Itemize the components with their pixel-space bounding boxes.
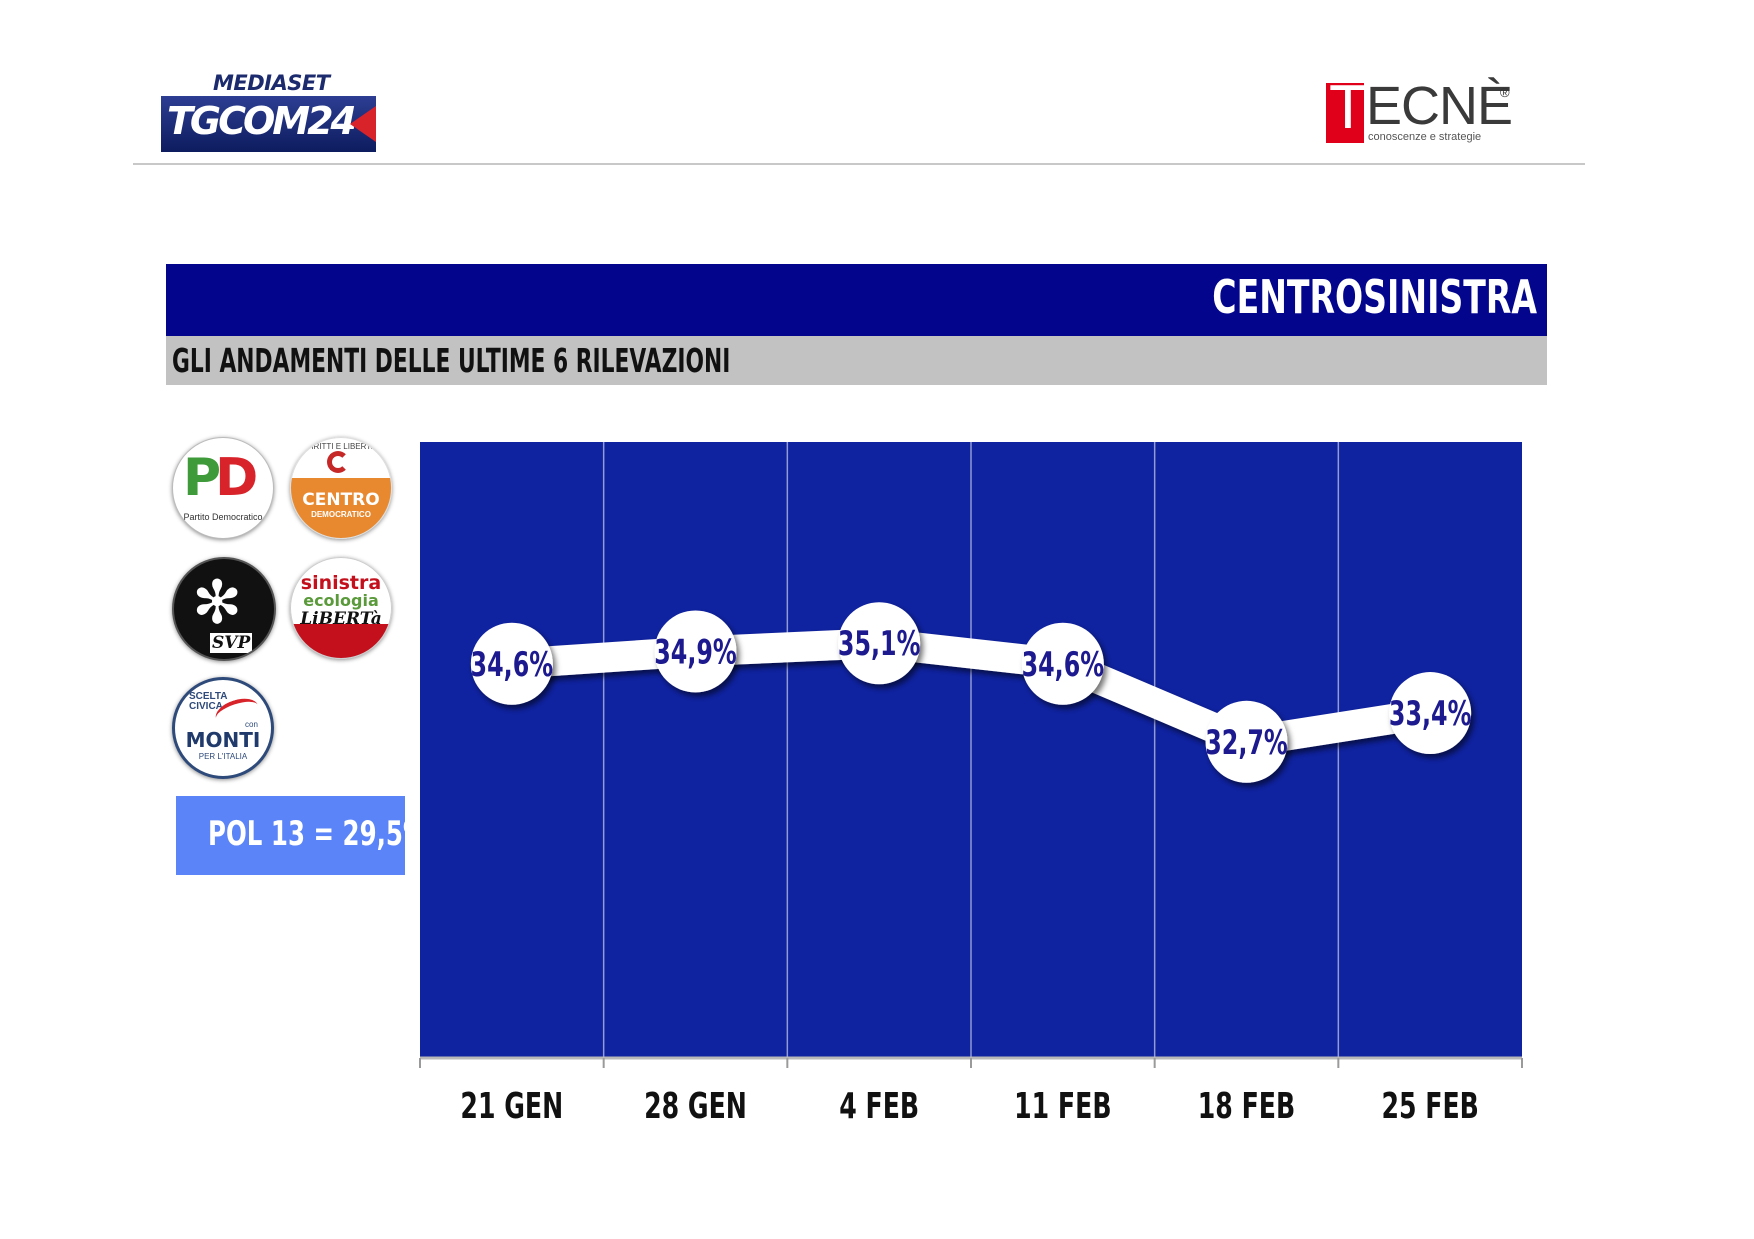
x-tick-labels: 21 GEN 28 GEN 4 FEB 11 FEB 18 FEB 25 FEB xyxy=(460,1086,1478,1128)
data-label: 35,1% xyxy=(838,624,921,663)
tecne-logo: T ECNÈ ® conoscenze e strategie xyxy=(1326,77,1516,149)
sel-line3: LiBERTà xyxy=(300,609,382,629)
svp-party-logo: ✻ SVP xyxy=(172,557,276,661)
scelta-civica-monti-logo: SCELTA CIVICA con MONTI PER L'ITALIA xyxy=(172,677,274,779)
mediaset-label: MEDIASET xyxy=(213,71,330,95)
tgcom24-badge: TGCOM24 xyxy=(161,96,376,152)
data-point xyxy=(1389,672,1472,755)
mediaset-tgcom24-logo: MEDIASET TGCOM24 xyxy=(161,67,376,153)
data-points xyxy=(470,602,1472,783)
x-tick-label: 18 FEB xyxy=(1198,1086,1295,1128)
data-label: 32,7% xyxy=(1205,723,1288,762)
data-label: 33,4% xyxy=(1389,694,1472,733)
data-point xyxy=(1205,700,1288,783)
centro-democratico-logo: DIRITTI E LIBERTÀ CENTRO DEMOCRATICO xyxy=(290,437,392,539)
data-label: 34,6% xyxy=(1022,644,1105,683)
x-tick-label: 11 FEB xyxy=(1014,1086,1111,1128)
cd-name: CENTRO xyxy=(302,490,380,510)
data-point xyxy=(654,610,737,693)
header-divider xyxy=(133,163,1585,165)
x-tick-label: 28 GEN xyxy=(644,1086,747,1128)
page-title: CENTROSINISTRA xyxy=(1212,270,1537,324)
tecne-tagline: conoscenze e strategie xyxy=(1368,131,1482,143)
pd-party-logo: PD Partito Democratico xyxy=(172,437,274,539)
tgcom24-label: TGCOM24 xyxy=(167,99,357,143)
tgcom24-arrow-icon xyxy=(350,106,376,142)
pd-mark-d: D xyxy=(215,448,258,508)
tecne-wordmark: ECNÈ xyxy=(1366,76,1513,136)
page-subtitle: GLI ANDAMENTI DELLE ULTIME 6 RILEVAZIONI xyxy=(172,341,731,380)
data-label: 34,6% xyxy=(471,644,554,683)
pd-caption: Partito Democratico xyxy=(183,512,263,522)
x-tick-label: 21 GEN xyxy=(460,1086,563,1128)
monti-top-text: SCELTA CIVICA xyxy=(189,691,228,712)
sel-party-logo: sinistra ecologia LiBERTà xyxy=(290,557,392,659)
sel-line2: ecologia xyxy=(303,591,379,610)
data-point xyxy=(470,622,553,705)
data-point xyxy=(1021,622,1104,705)
registered-mark: ® xyxy=(1500,85,1510,100)
x-tick-label: 25 FEB xyxy=(1381,1086,1478,1128)
cd-arc-text: DIRITTI E LIBERTÀ xyxy=(305,442,377,451)
monti-name: MONTI xyxy=(185,728,261,752)
tecne-initial-box: T xyxy=(1326,77,1367,143)
monti-sub: PER L'ITALIA xyxy=(198,752,248,761)
cd-c-mark-icon xyxy=(327,451,349,473)
x-ticks xyxy=(419,1058,1523,1068)
svp-name: SVP xyxy=(210,633,253,653)
cd-sub: DEMOCRATICO xyxy=(311,510,371,519)
value-labels: 34,6% 34,9% 35,1% 34,6% 32,7% 33,4% xyxy=(471,624,1472,762)
pol13-box: POL 13 = 29,5% xyxy=(176,796,427,875)
tecne-initial: T xyxy=(1329,73,1367,142)
edelweiss-icon: ✻ xyxy=(192,569,243,636)
grid-lines xyxy=(602,442,1340,1058)
subtitle-band: GLI ANDAMENTI DELLE ULTIME 6 RILEVAZIONI xyxy=(166,336,1547,385)
pd-mark: PD xyxy=(183,448,258,508)
monti-con: con xyxy=(245,720,258,729)
sel-line1: sinistra xyxy=(300,572,382,594)
pd-mark-p: P xyxy=(183,448,221,508)
title-band: CENTROSINISTRA xyxy=(166,264,1547,336)
data-point xyxy=(838,602,921,685)
data-label: 34,9% xyxy=(654,632,737,671)
x-tick-label: 4 FEB xyxy=(839,1086,919,1128)
